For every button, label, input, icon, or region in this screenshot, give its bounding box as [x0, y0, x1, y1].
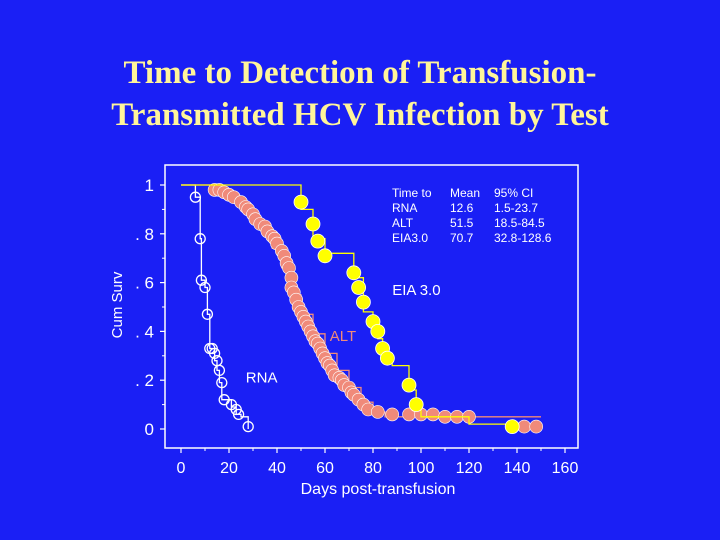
censor-marker [408, 397, 424, 413]
stats-table-cell: 32.8-128.6 [494, 231, 552, 245]
stats-table-cell: RNA [392, 201, 417, 215]
censor-marker [517, 419, 532, 434]
stats-table-cell: EIA3.0 [392, 231, 428, 245]
slide-title: Time to Detection of Transfusion- Transm… [0, 52, 720, 136]
y-tick-label: . 4 [135, 322, 154, 341]
stats-table-header: Time to [392, 186, 432, 200]
censor-marker [213, 364, 226, 377]
censor-marker [426, 407, 440, 422]
axis-ticks [160, 184, 566, 453]
stats-table-cell: 70.7 [450, 231, 474, 245]
censor-marker [305, 216, 321, 232]
y-tick-label: 1 [145, 176, 154, 195]
censor-marker [199, 281, 211, 294]
series-label: RNA [246, 370, 278, 387]
censor-marker [346, 265, 362, 281]
slide-title-line-2: Transmitted HCV Infection by Test [111, 97, 609, 133]
survival-step-line [181, 184, 249, 429]
y-tick-label: . 8 [135, 225, 154, 244]
censor-marker [310, 233, 326, 249]
censor-marker [242, 420, 254, 433]
censor-marker [201, 308, 214, 320]
series-label: EIA 3.0 [392, 282, 440, 299]
censor-marker [379, 350, 395, 366]
stats-table-cell: 1.5-23.7 [494, 201, 538, 215]
censor-marker [351, 280, 367, 295]
censor-marker [293, 194, 309, 210]
x-tick-label: 140 [504, 460, 531, 477]
y-tick-label: 0 [145, 420, 154, 439]
x-tick-label: 20 [220, 460, 238, 477]
censor-marker [194, 233, 206, 245]
x-axis-label: Days post-transfusion [301, 481, 456, 498]
stats-table-cell: 18.5-84.5 [494, 216, 545, 230]
stats-table-header: Mean [450, 186, 480, 200]
censor-marker [370, 323, 386, 339]
stats-table-cell: ALT [392, 216, 414, 230]
series-group [181, 183, 544, 435]
x-tick-label: 100 [408, 460, 435, 477]
slide-title-line-1: Time to Detection of Transfusion- [123, 55, 597, 91]
x-tick-label: 120 [456, 460, 483, 477]
censor-marker [189, 191, 202, 203]
y-axis-label: Cum Surv [109, 271, 126, 338]
stats-table-cell: 12.6 [450, 201, 474, 215]
x-tick-label: 40 [268, 460, 286, 477]
censor-marker [355, 294, 371, 310]
censor-marker [208, 347, 221, 360]
censor-marker [317, 248, 333, 264]
censor-marker [385, 407, 400, 422]
series-alt [181, 183, 544, 434]
censor-marker [370, 405, 385, 419]
stats-table-cell: 51.5 [450, 216, 474, 230]
censor-marker [216, 376, 228, 389]
censor-marker [504, 419, 520, 435]
censor-marker [232, 408, 245, 421]
series-label: ALT [330, 328, 356, 345]
x-tick-label: 80 [364, 460, 382, 477]
series-rna [181, 184, 254, 433]
series-eia-3-0 [181, 184, 520, 435]
x-tick-label: 0 [177, 460, 186, 477]
x-tick-label: 60 [316, 460, 334, 477]
x-tick-label: 160 [552, 460, 579, 477]
chart-text: 0 20 40 60 80 100 120 140 160 0 . 2 . 4 . 6 . 8 1 Days … [109, 176, 578, 498]
y-tick-label: . 2 [135, 371, 154, 390]
y-tick-label: . 6 [135, 274, 154, 293]
censor-marker [401, 377, 417, 393]
censor-marker [529, 419, 544, 434]
censor-marker [195, 274, 208, 286]
stats-table-header: 95% CI [494, 186, 533, 200]
